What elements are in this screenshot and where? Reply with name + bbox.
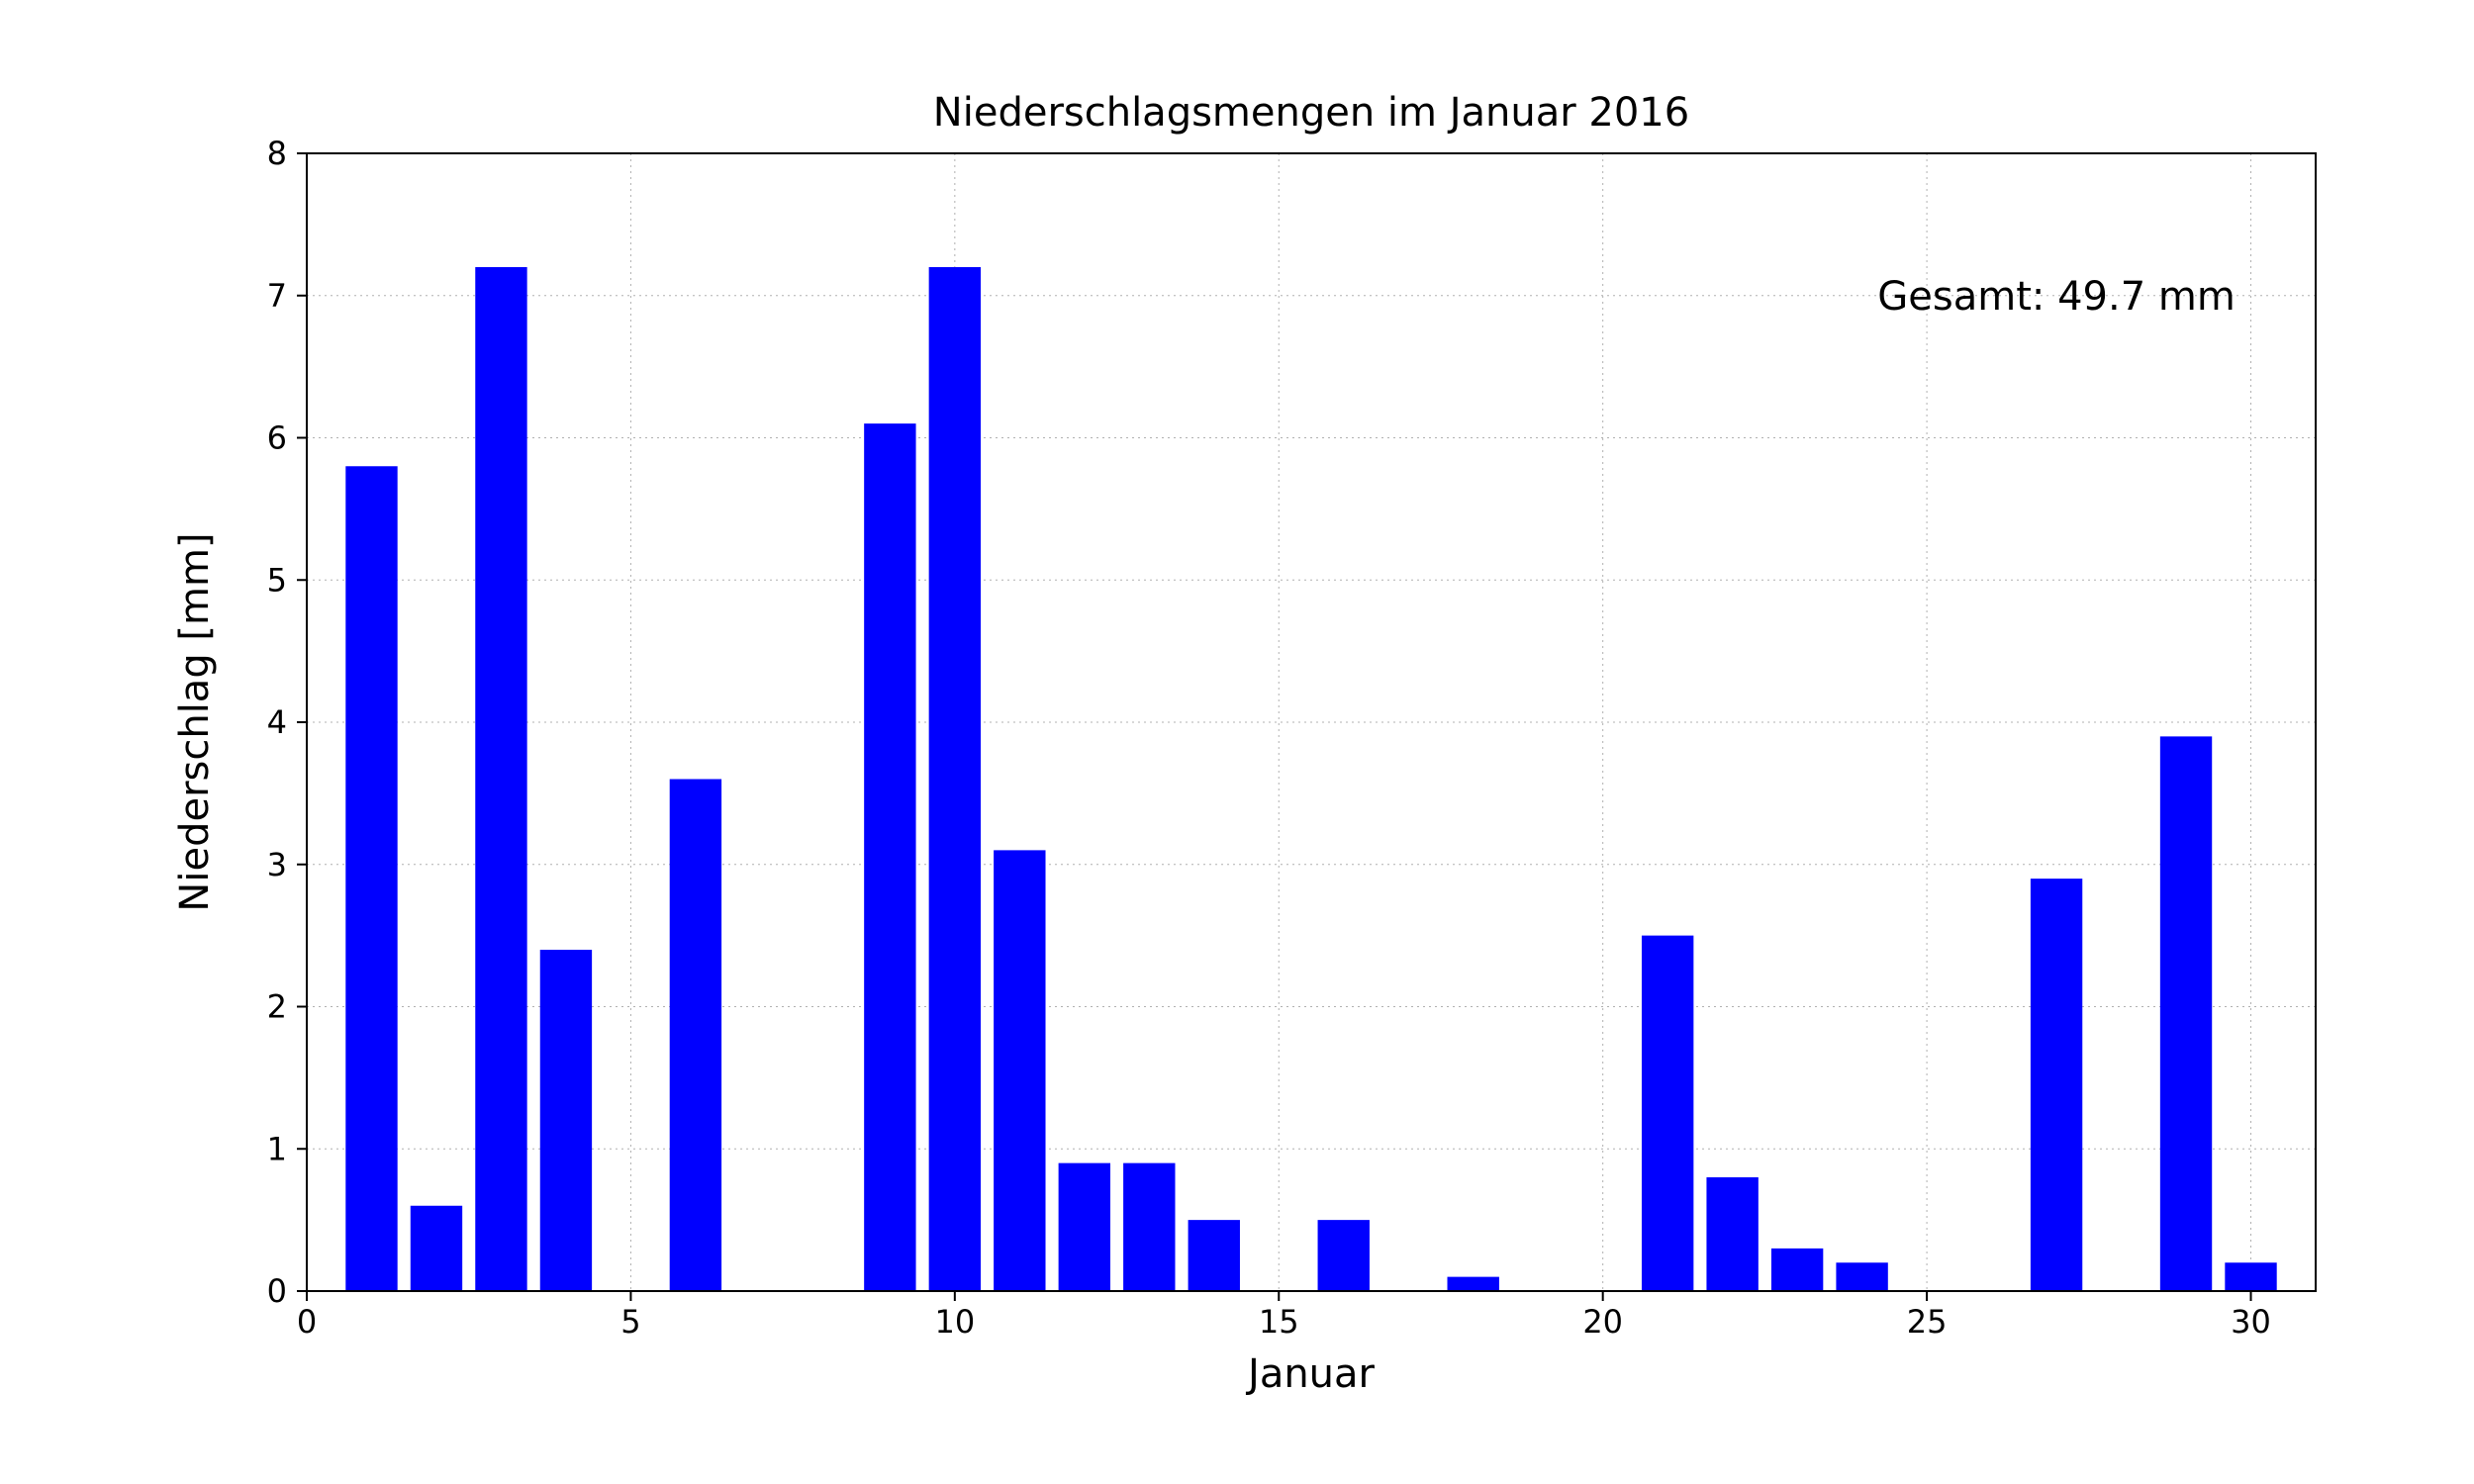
x-axis-label: Januar xyxy=(1245,1351,1376,1397)
bar-day-13 xyxy=(1123,1163,1175,1291)
bar-day-24 xyxy=(1836,1262,1887,1291)
y-tick-label: 0 xyxy=(267,1272,287,1310)
x-tick-label: 20 xyxy=(1582,1303,1623,1341)
bar-day-27 xyxy=(2031,879,2082,1291)
y-tick-label: 6 xyxy=(267,419,287,457)
bar-day-6 xyxy=(670,780,721,1292)
bar-day-12 xyxy=(1059,1163,1110,1291)
precipitation-chart: 0 5 10 15 20 25 30 0 1 2 3 4 5 6 7 8 Januar Niederschlag … xyxy=(0,0,2474,1484)
bar-day-2 xyxy=(411,1206,462,1291)
bar-day-22 xyxy=(1706,1177,1758,1291)
bar-day-18 xyxy=(1448,1277,1499,1291)
y-tick-label: 4 xyxy=(267,703,287,741)
bar-day-16 xyxy=(1318,1220,1370,1291)
x-tick-label: 5 xyxy=(620,1303,640,1341)
bar-day-1 xyxy=(345,466,397,1291)
chart-annotation: Gesamt: 49.7 mm xyxy=(1877,274,2236,320)
bar-day-9 xyxy=(864,423,915,1291)
x-tick-label: 15 xyxy=(1259,1303,1299,1341)
y-tick-label: 7 xyxy=(267,277,287,315)
x-tick-label: 10 xyxy=(934,1303,975,1341)
bar-day-23 xyxy=(1771,1249,1823,1291)
bar-day-3 xyxy=(475,267,526,1291)
y-tick-label: 2 xyxy=(267,988,287,1026)
y-axis-label: Niederschlag [mm] xyxy=(172,532,218,911)
bar-day-14 xyxy=(1189,1220,1240,1291)
bar-day-30 xyxy=(2225,1262,2276,1291)
bar-day-11 xyxy=(994,850,1045,1291)
x-tick-label: 0 xyxy=(297,1303,317,1341)
x-tick-label: 25 xyxy=(1907,1303,1948,1341)
bar-day-29 xyxy=(2160,736,2212,1291)
y-tick-label: 1 xyxy=(267,1130,287,1167)
y-tick-label: 3 xyxy=(267,846,287,883)
y-tick-label: 8 xyxy=(267,135,287,172)
bar-day-10 xyxy=(929,267,981,1291)
y-tick-label: 5 xyxy=(267,561,287,599)
bar-day-21 xyxy=(1642,936,1693,1291)
bar-day-4 xyxy=(540,950,592,1291)
x-tick-label: 30 xyxy=(2231,1303,2271,1341)
chart-title: Niederschlagsmengen im Januar 2016 xyxy=(933,90,1689,136)
